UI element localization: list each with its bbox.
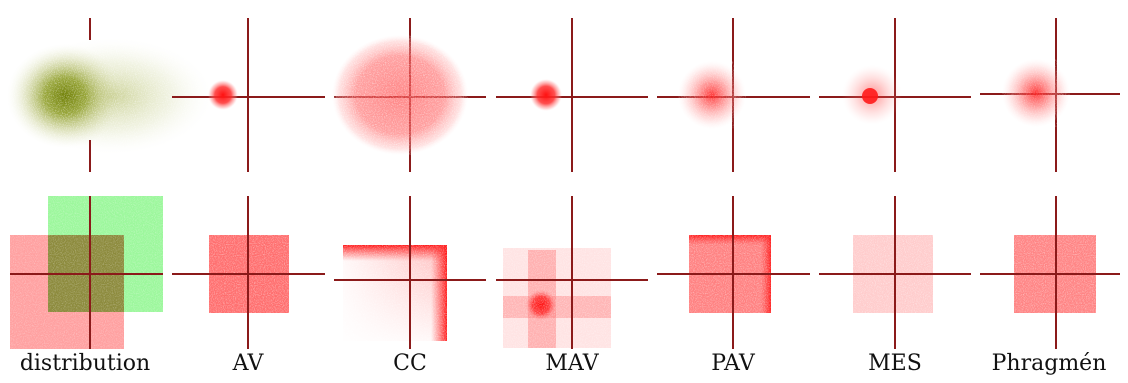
label-distribution: distribution — [19, 351, 151, 376]
panel-cc-top — [332, 18, 486, 172]
panel-cc-bottom — [334, 196, 486, 349]
label-pav: PAV — [711, 351, 755, 376]
panel-mav-top — [496, 18, 648, 172]
label-mes: MES — [868, 351, 922, 376]
label-av: AV — [232, 351, 264, 376]
panel-phragmen-bottom — [980, 196, 1120, 349]
panel-mes-bottom — [819, 196, 971, 349]
panel-distribution-top — [7, 18, 213, 172]
panel-mav-bottom — [496, 196, 648, 349]
panel-phragmen-top — [980, 18, 1120, 172]
panel-pav-bottom — [657, 196, 810, 349]
panel-pav-top — [657, 18, 810, 172]
panel-mes-top — [819, 18, 971, 172]
panel-distribution-bottom — [10, 196, 163, 349]
label-mav: MAV — [545, 351, 599, 376]
label-phragmen: Phragmén — [991, 351, 1107, 376]
label-cc: CC — [393, 351, 427, 376]
panel-av-top — [172, 18, 325, 172]
panel-av-bottom — [172, 196, 325, 349]
